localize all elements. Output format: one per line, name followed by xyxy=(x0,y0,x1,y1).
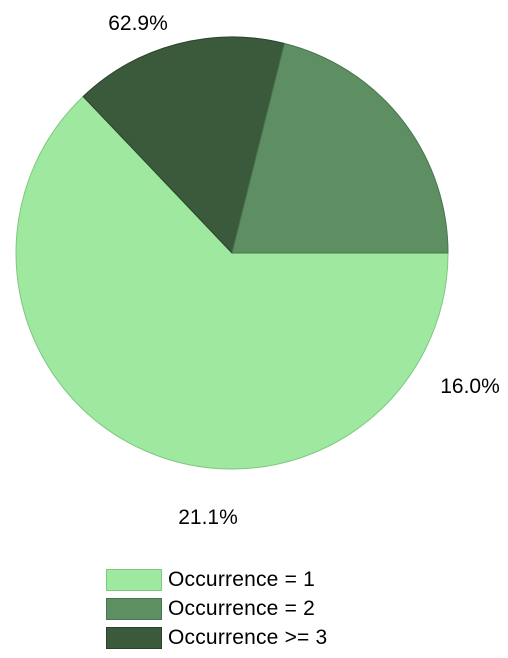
legend-item-occurrence-2: Occurrence = 2 xyxy=(106,594,327,623)
pie-chart: 62.9% 16.0% 21.1% xyxy=(15,12,500,529)
legend-swatch-occurrence-3-plus xyxy=(106,626,162,649)
legend-label-occurrence-3-plus: Occurrence >= 3 xyxy=(168,625,328,649)
legend-label-occurrence-1: Occurrence = 1 xyxy=(168,567,315,591)
legend-swatch-occurrence-2 xyxy=(106,597,162,620)
pie-label-16-0-percent: 16.0% xyxy=(440,375,500,398)
legend-item-occurrence-3-plus: Occurrence >= 3 xyxy=(106,623,327,652)
legend-item-occurrence-1: Occurrence = 1 xyxy=(106,565,327,594)
pie-slice-occurrence-2 xyxy=(231,42,449,254)
pie-slice-occurrence-1 xyxy=(15,95,449,470)
legend-swatch-occurrence-1 xyxy=(106,568,162,591)
legend-label-occurrence-2: Occurrence = 2 xyxy=(168,596,315,620)
pie-label-21-1-percent: 21.1% xyxy=(178,506,238,529)
pie-slice-occurrence-3 xyxy=(82,36,286,255)
pie-label-62-9-percent: 62.9% xyxy=(108,12,168,35)
legend: Occurrence = 1 Occurrence = 2 Occurrence… xyxy=(106,565,327,652)
